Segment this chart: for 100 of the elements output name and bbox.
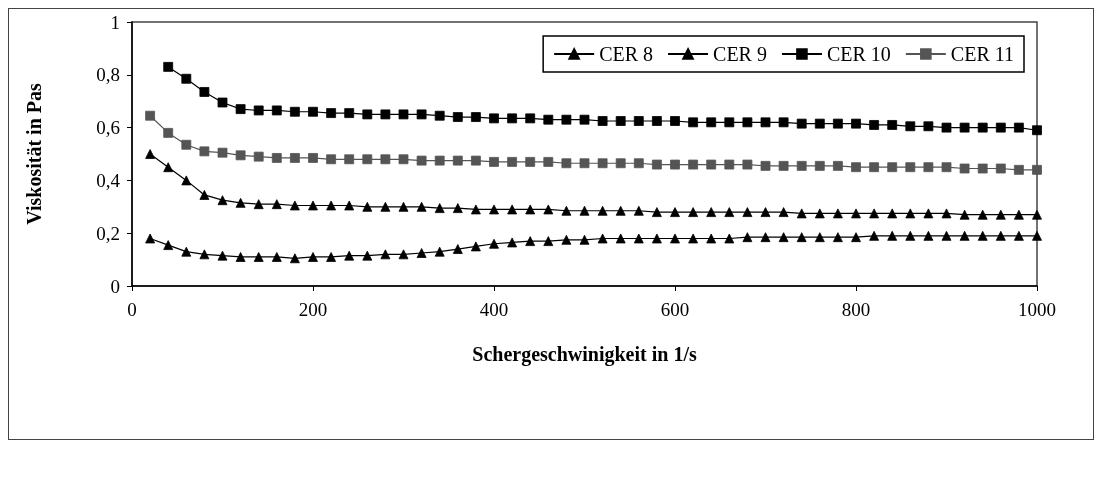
- x-axis-title: Schergeschwinigkeit in 1/s: [472, 343, 697, 366]
- point: [851, 232, 861, 243]
- point: [543, 157, 554, 167]
- point: [344, 200, 355, 211]
- point: [181, 73, 192, 84]
- point: [742, 232, 753, 243]
- point: [995, 122, 1006, 133]
- point: [814, 160, 825, 171]
- point: [163, 240, 174, 250]
- point: [308, 153, 318, 163]
- point: [959, 122, 970, 133]
- point: [181, 246, 192, 257]
- point: [1014, 209, 1024, 220]
- point: [977, 122, 988, 133]
- point: [941, 230, 952, 241]
- point: [688, 233, 698, 244]
- point: [706, 207, 717, 217]
- point: [851, 162, 861, 173]
- x-tick-label: 400: [479, 299, 509, 320]
- point: [489, 113, 499, 124]
- x-tick-label: 200: [298, 299, 328, 320]
- point: [217, 195, 228, 206]
- point: [398, 109, 409, 120]
- point: [561, 158, 572, 169]
- point: [615, 158, 626, 169]
- point: [145, 233, 155, 244]
- point: [869, 162, 879, 173]
- point: [833, 160, 843, 171]
- point: [235, 104, 246, 115]
- point: [796, 160, 807, 171]
- point: [525, 236, 536, 247]
- point: [670, 159, 680, 170]
- point: [814, 232, 825, 243]
- point: [199, 190, 210, 200]
- point: [814, 118, 825, 129]
- point: [380, 154, 391, 165]
- point: [181, 139, 192, 150]
- point: [724, 233, 735, 244]
- point: [833, 118, 843, 129]
- point: [561, 205, 572, 216]
- point: [977, 209, 988, 220]
- y-tick-label: 0,8: [96, 64, 120, 86]
- point: [995, 209, 1006, 220]
- point: [326, 154, 336, 165]
- y-tick-label: 0,4: [96, 169, 121, 191]
- point: [615, 233, 626, 244]
- point: [905, 208, 916, 219]
- point: [344, 108, 355, 118]
- point: [1014, 164, 1024, 175]
- point: [977, 230, 988, 241]
- point: [652, 207, 662, 217]
- point: [253, 199, 264, 210]
- point: [615, 205, 626, 216]
- point: [163, 162, 174, 173]
- point: [742, 207, 753, 217]
- point: [995, 230, 1006, 241]
- point: [235, 150, 246, 161]
- point: [652, 159, 662, 170]
- point: [326, 252, 336, 262]
- point: [796, 118, 807, 129]
- point: [308, 252, 318, 262]
- point: [489, 238, 499, 249]
- point: [199, 249, 210, 260]
- y-tick-label: 0,6: [96, 117, 120, 139]
- point: [416, 201, 427, 212]
- point: [923, 208, 934, 219]
- point: [290, 253, 300, 264]
- point: [199, 87, 210, 97]
- point: [923, 162, 934, 173]
- point: [652, 233, 662, 244]
- point: [995, 163, 1006, 174]
- point: [434, 246, 445, 257]
- point: [670, 207, 680, 217]
- point: [507, 237, 517, 248]
- point: [887, 230, 898, 241]
- point: [507, 204, 517, 215]
- y-tick-label: 0: [110, 275, 120, 297]
- point: [706, 117, 717, 128]
- point: [670, 233, 680, 244]
- point: [633, 205, 644, 216]
- point: [235, 197, 246, 208]
- point: [452, 112, 463, 122]
- point: [290, 153, 300, 163]
- point: [471, 112, 481, 122]
- point: [887, 162, 898, 173]
- point: [271, 252, 282, 262]
- point: [561, 234, 572, 245]
- point: [796, 232, 807, 243]
- point: [561, 114, 572, 125]
- point: [217, 147, 228, 158]
- point: [253, 252, 264, 262]
- point: [1014, 230, 1024, 241]
- point: [633, 158, 644, 169]
- point: [217, 97, 228, 108]
- point: [742, 159, 753, 170]
- point: [670, 116, 680, 126]
- point: [688, 117, 698, 128]
- point: [597, 158, 608, 169]
- point: [887, 208, 898, 219]
- point: [633, 233, 644, 244]
